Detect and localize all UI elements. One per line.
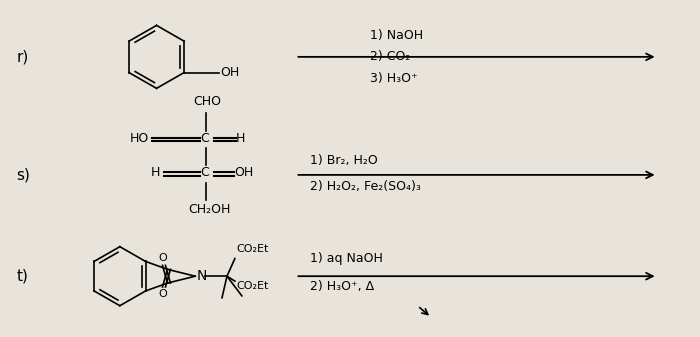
Text: O: O: [158, 289, 167, 299]
Text: C: C: [200, 132, 209, 145]
Text: 2) H₂O₂, Fe₂(SO₄)₃: 2) H₂O₂, Fe₂(SO₄)₃: [310, 180, 421, 193]
Text: H: H: [236, 132, 245, 145]
Text: C: C: [200, 166, 209, 179]
Text: CO₂Et: CO₂Et: [236, 281, 268, 291]
Text: 3) H₃O⁺: 3) H₃O⁺: [370, 72, 417, 85]
Text: t): t): [17, 269, 29, 284]
Text: 1) aq NaOH: 1) aq NaOH: [310, 252, 383, 265]
Text: OH: OH: [234, 166, 253, 179]
Text: r): r): [17, 50, 29, 64]
Text: OH: OH: [220, 66, 240, 79]
Text: H: H: [150, 166, 160, 179]
Text: 1) NaOH: 1) NaOH: [370, 29, 423, 42]
Text: 1) Br₂, H₂O: 1) Br₂, H₂O: [310, 154, 378, 166]
Text: 2) H₃O⁺, Δ: 2) H₃O⁺, Δ: [310, 279, 375, 293]
Text: HO: HO: [130, 132, 149, 145]
Text: CH₂OH: CH₂OH: [188, 203, 231, 216]
Text: O: O: [158, 253, 167, 264]
Text: 2) CO₂: 2) CO₂: [370, 50, 410, 63]
Text: N: N: [196, 269, 206, 283]
Text: CO₂Et: CO₂Et: [236, 244, 268, 254]
Text: s): s): [17, 167, 31, 182]
Text: CHO: CHO: [193, 95, 221, 108]
